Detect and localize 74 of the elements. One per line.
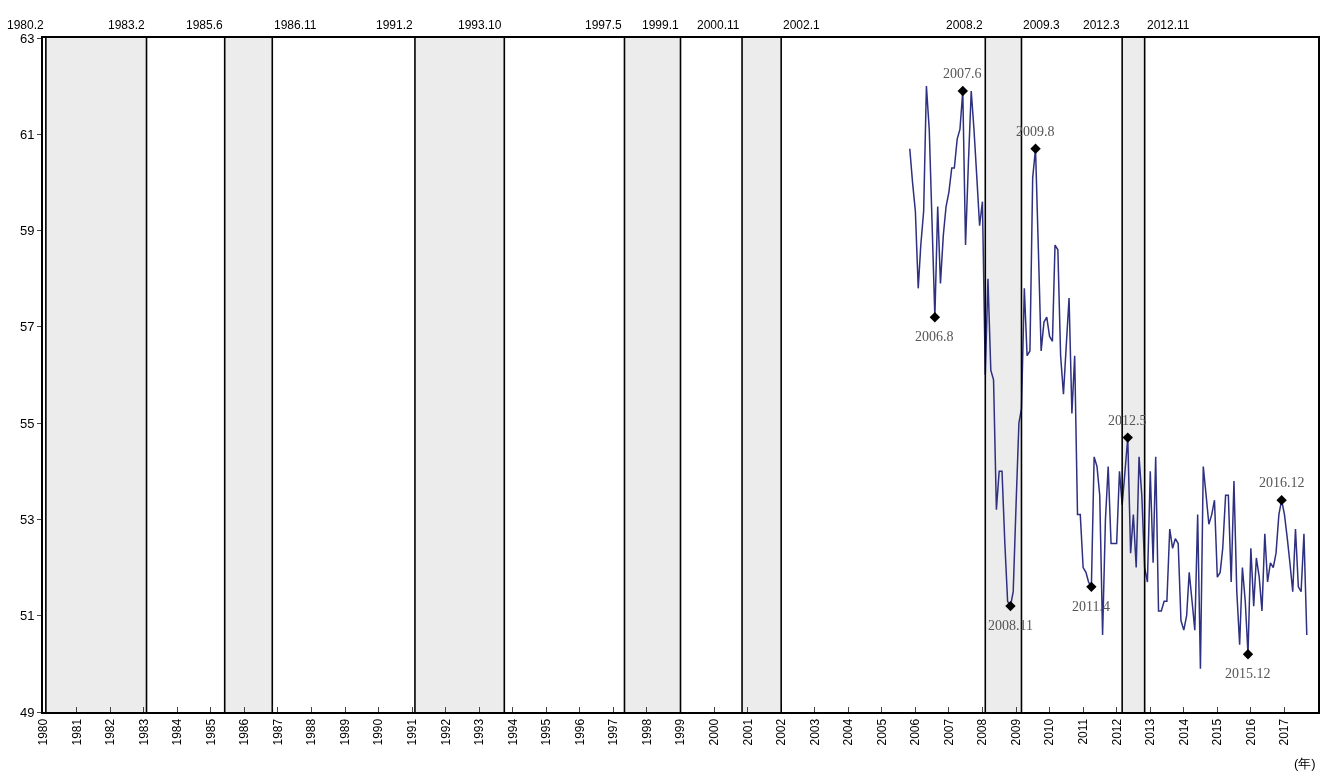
x-tick-label: 1988	[304, 718, 319, 746]
point	[1242, 649, 1254, 660]
x-tick-label: 1981	[69, 718, 84, 746]
ref-line-label: 2000.11	[697, 18, 740, 32]
x-tick-label: 1996	[572, 718, 587, 746]
x-tick-label: 1997	[606, 718, 621, 746]
ref-line-label: 2012.3	[1083, 18, 1121, 32]
x-tick-label: 2003	[807, 718, 822, 746]
x-tick-label: 2016	[1243, 718, 1258, 746]
x-tick-label: 1993	[472, 718, 487, 746]
x-tick-label: 2013	[1143, 718, 1158, 746]
y-tick-label: 55	[19, 415, 35, 431]
y-tick-label: 63	[19, 30, 35, 46]
ref-line-label: 2009.3	[1023, 18, 1061, 32]
ref-line-label: 1985.6	[186, 18, 224, 32]
x-tick-label: 1980	[35, 718, 50, 746]
y-tick-label: 59	[19, 223, 35, 239]
y-tick-label: 61	[19, 126, 35, 142]
point	[1030, 143, 1041, 154]
ref-line-label: 2002.1	[783, 18, 821, 32]
x-tick-label: 1989	[337, 718, 352, 746]
annotation: 2016.12	[1259, 475, 1305, 490]
x-tick-label: 2000	[706, 718, 721, 746]
x-tick-label: 2008	[975, 718, 990, 746]
x-tick-label: 1984	[170, 718, 185, 746]
y-tick-label: 49	[19, 704, 35, 720]
line-series	[909, 85, 1308, 670]
point	[1122, 432, 1133, 443]
ref-line-label: 1999.1	[642, 18, 680, 32]
x-tick-label: 1994	[505, 718, 520, 746]
x-tick-label: 1999	[673, 718, 688, 746]
x-tick-label: 1991	[404, 718, 419, 746]
y-tick-label: 53	[19, 511, 35, 527]
x-tick-label: 1983	[136, 718, 151, 746]
x-tick-label: 1986	[237, 718, 252, 746]
x-tick-label: 2012	[1109, 718, 1124, 746]
ref-line-label: 2008.2	[946, 18, 984, 32]
y-tick-label: 57	[19, 319, 35, 335]
x-tick-label: 1987	[270, 718, 285, 746]
x-tick-label: 2014	[1176, 718, 1191, 746]
ref-line-label: 1991.2	[376, 18, 414, 32]
x-tick-label: 1998	[639, 718, 654, 746]
x-tick-label: 1985	[203, 718, 218, 746]
point	[1005, 600, 1016, 612]
x-tick-label: 2005	[874, 718, 889, 746]
point	[1276, 494, 1287, 506]
point	[1086, 581, 1097, 593]
x-axis-title: (年)	[1294, 756, 1316, 771]
x-tick-label: 1995	[539, 718, 554, 746]
annotation: 2015.12	[1225, 666, 1271, 681]
x-tick-label: 2017	[1277, 718, 1292, 746]
annotation: 2006.8	[915, 329, 954, 344]
x-tick-label: 2002	[774, 718, 789, 746]
x-tick-label: 2007	[941, 718, 956, 746]
x-tick-label: 2009	[1008, 718, 1023, 746]
x-tick-label: 2015	[1210, 718, 1225, 746]
ref-line-label: 1997.5	[585, 18, 623, 32]
x-tick-label: 1990	[371, 718, 386, 746]
x-tick-label: 2001	[740, 718, 755, 746]
point	[929, 312, 941, 323]
x-tick-label: 1992	[438, 718, 453, 746]
x-tick-label: 1982	[103, 718, 118, 746]
point	[957, 85, 968, 97]
ref-line-label: 1980.2	[7, 18, 45, 32]
x-tick-label: 2010	[1042, 718, 1057, 746]
x-tick-label: 2011	[1076, 718, 1091, 745]
x-tick-label: 2006	[908, 718, 923, 746]
x-tick-label: 2004	[841, 718, 856, 746]
ref-line-label: 1986.11	[274, 18, 317, 32]
ref-line-label: 1993.10	[458, 18, 502, 32]
ref-line-label: 2012.11	[1147, 18, 1190, 32]
y-tick-label: 51	[19, 608, 35, 624]
annotation: 2007.6	[943, 66, 982, 81]
ref-line-label: 1983.2	[108, 18, 146, 32]
